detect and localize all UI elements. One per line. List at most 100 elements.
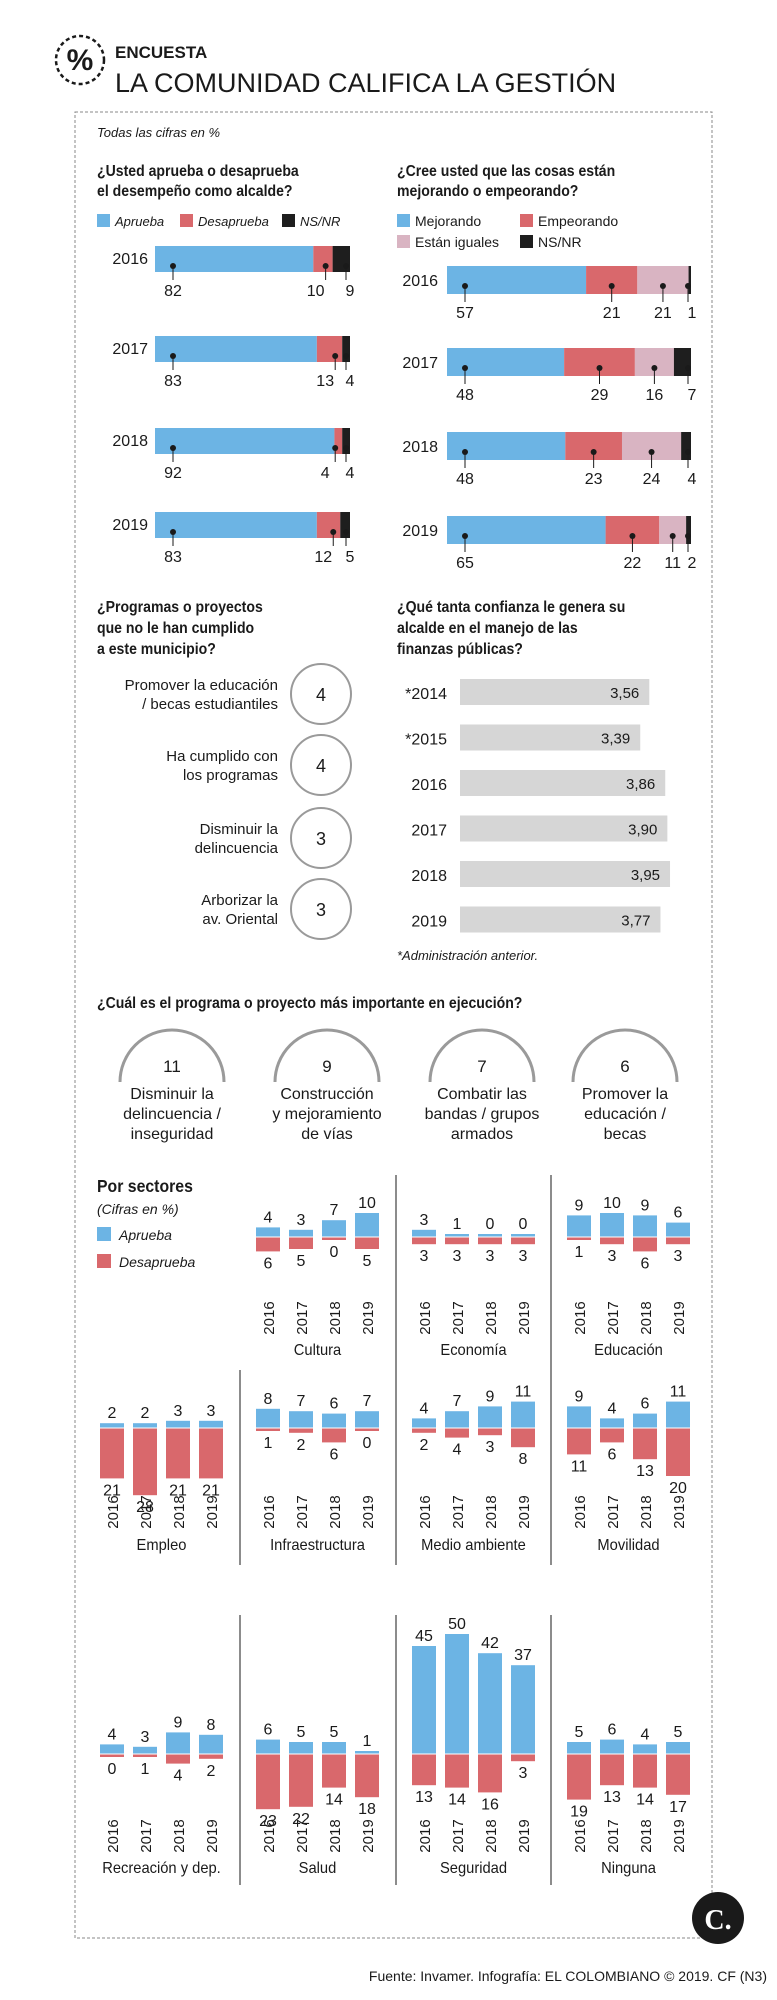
sectors-chart: Por sectores (Cifras en %) Aprueba Desaprue… xyxy=(97,1175,690,1885)
q1-value-label: 4 xyxy=(346,465,355,482)
sector-bar-desaprueba xyxy=(445,1237,469,1245)
sector-bar-aprueba xyxy=(511,1234,535,1237)
q2-pointer-dot xyxy=(648,449,655,455)
q2-pointer-dot xyxy=(462,365,468,371)
sector-desaprueba-label: 3 xyxy=(674,1248,683,1265)
sector-name: Economía xyxy=(440,1341,507,1359)
sector-name: Recreación y dep. xyxy=(102,1859,221,1877)
sector-desaprueba-label: 14 xyxy=(325,1792,343,1809)
sector-aprueba-label: 3 xyxy=(174,1403,183,1420)
sector-bar-aprueba xyxy=(412,1418,436,1428)
el-colombiano-logo: C. xyxy=(692,1892,744,1944)
sector-year-label: 2016 xyxy=(105,1819,122,1852)
q5-item-label: delincuencia / xyxy=(123,1106,221,1123)
q1-bar-segment xyxy=(155,336,317,362)
sector-bar-desaprueba xyxy=(289,1428,313,1433)
sector-bar-desaprueba xyxy=(633,1754,657,1788)
sector-year-label: 2018 xyxy=(483,1301,500,1334)
sector-bar-desaprueba xyxy=(100,1428,124,1479)
q3-value-circle xyxy=(290,807,352,869)
sector-bar-desaprueba xyxy=(199,1428,223,1479)
q2-year-label: 2019 xyxy=(402,523,438,540)
sector-bar-desaprueba xyxy=(633,1237,657,1252)
unfulfilled-programs: ¿Programas o proyectos que no le han cump… xyxy=(97,598,352,940)
sector-desaprueba-label: 14 xyxy=(448,1792,466,1809)
sector-name: Educación xyxy=(594,1341,663,1359)
sector-bar-aprueba xyxy=(289,1411,313,1428)
sector-aprueba-label: 42 xyxy=(481,1635,499,1652)
sector-year-label: 2019 xyxy=(671,1301,688,1334)
sector-year-label: 2018 xyxy=(171,1819,188,1852)
sector-desaprueba-label: 0 xyxy=(330,1244,339,1261)
sector-desaprueba-label: 4 xyxy=(174,1768,183,1785)
sector-aprueba-label: 6 xyxy=(608,1722,617,1739)
q4-bar xyxy=(460,770,666,796)
sectors-title: Por sectores xyxy=(97,1176,193,1196)
q1-pointer-dot xyxy=(322,263,329,269)
q1-pointer-dot xyxy=(332,445,339,451)
sector-year-label: 2017 xyxy=(294,1819,311,1852)
sector-year-label: 2019 xyxy=(516,1301,533,1334)
sector-bar-desaprueba xyxy=(322,1428,346,1443)
sector-year-label: 2017 xyxy=(294,1495,311,1528)
q1-value-label: 13 xyxy=(316,373,334,390)
sector-year-label: 2018 xyxy=(327,1495,344,1528)
sector-desaprueba-label: 28 xyxy=(136,1499,154,1516)
sectors-legend-label: Aprueba xyxy=(118,1227,172,1243)
q1-value-label: 92 xyxy=(164,465,182,482)
sector-year-label: 2018 xyxy=(327,1301,344,1334)
q3-row-label: delincuencia xyxy=(195,840,279,857)
sector-bar-aprueba xyxy=(445,1634,469,1754)
sector-bar-desaprueba xyxy=(256,1428,280,1431)
sector-bar-desaprueba xyxy=(511,1428,535,1448)
sector-desaprueba-label: 3 xyxy=(486,1248,495,1265)
q1-pointer-dot xyxy=(343,445,349,451)
sector-bar-desaprueba xyxy=(289,1754,313,1807)
q2-value-label: 22 xyxy=(624,555,642,572)
sector-bar-aprueba xyxy=(511,1401,535,1428)
sector-aprueba-label: 4 xyxy=(108,1726,117,1743)
q2-bar-segment xyxy=(447,432,566,460)
q4-bar xyxy=(460,724,641,751)
sector-desaprueba-label: 5 xyxy=(363,1253,372,1270)
sector-aprueba-label: 2 xyxy=(108,1405,117,1422)
sector-bar-desaprueba xyxy=(600,1237,624,1245)
sector-bar-aprueba xyxy=(355,1213,379,1237)
sector-year-label: 2017 xyxy=(450,1819,467,1852)
q2-pointer-dot xyxy=(462,533,468,539)
sector-year-label: 2016 xyxy=(261,1301,278,1334)
q2-legend-label: Están iguales xyxy=(415,234,499,250)
sector-bar-aprueba xyxy=(355,1411,379,1428)
q3-value-circle xyxy=(290,878,352,940)
sector-aprueba-label: 5 xyxy=(674,1724,683,1741)
sector-aprueba-label: 50 xyxy=(448,1616,466,1633)
q2-value-label: 48 xyxy=(456,387,474,404)
sector-year-label: 2017 xyxy=(294,1301,311,1334)
q1-pointer-dot xyxy=(343,353,349,359)
sector-bar-desaprueba xyxy=(412,1237,436,1245)
sector-bar-desaprueba xyxy=(511,1237,535,1245)
sector-bar-aprueba xyxy=(133,1423,157,1428)
q2-pointer-dot xyxy=(462,283,468,289)
sector-bar-aprueba xyxy=(478,1653,502,1754)
q2-value-label: 1 xyxy=(688,305,697,322)
sector-name: Salud xyxy=(299,1859,337,1877)
q2-value-label: 4 xyxy=(688,471,697,488)
q2-pointer-dot xyxy=(659,283,666,289)
q4-year-label: *2014 xyxy=(405,686,447,703)
sector-year-label: 2019 xyxy=(204,1495,221,1528)
q1-pointer-dot xyxy=(343,529,349,535)
q5-item-label: educación / xyxy=(584,1106,666,1123)
sector-bar-desaprueba xyxy=(567,1237,591,1240)
q5-item-label: de vías xyxy=(301,1126,353,1143)
sector-bar-desaprueba xyxy=(133,1428,157,1496)
q3-title-line: ¿Programas o proyectos xyxy=(97,598,263,616)
sector-desaprueba-label: 21 xyxy=(202,1482,220,1499)
q1-value-label: 83 xyxy=(164,549,182,566)
sector-bar-aprueba xyxy=(445,1411,469,1428)
logo-letter: C. xyxy=(704,1905,731,1936)
sector-bar-aprueba xyxy=(199,1734,223,1754)
sector-bar-aprueba xyxy=(633,1413,657,1428)
sector-aprueba-label: 37 xyxy=(514,1647,532,1664)
sector-bar-aprueba xyxy=(256,1739,280,1754)
